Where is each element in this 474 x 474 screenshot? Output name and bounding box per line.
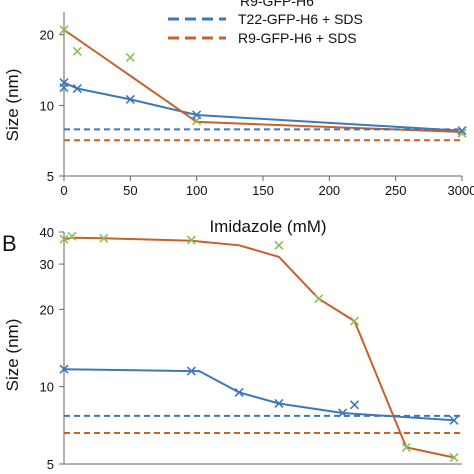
legend-label-t22-sds: T22-GFP-H6 + SDS <box>238 11 363 27</box>
panel-a-ylabel: Size (nm) <box>3 69 22 142</box>
marker-stroke <box>338 408 348 418</box>
marker-stroke <box>349 316 360 326</box>
data-point-marker <box>59 234 69 244</box>
marker-stroke <box>67 231 77 241</box>
data-point-marker <box>59 25 69 35</box>
x-tick-label: 50 <box>123 183 137 198</box>
series-line-t22-gfp-h6 <box>63 368 455 422</box>
x-tick-label: 3000 <box>448 183 474 198</box>
marker-stroke <box>125 94 135 104</box>
data-point-marker <box>72 83 82 94</box>
marker-stroke <box>234 387 244 397</box>
data-point-marker <box>186 366 196 376</box>
marker-stroke <box>59 83 69 93</box>
marker-stroke <box>274 240 284 250</box>
legend: R9-GFP-H6 T22-GFP-H6 + SDS R9-GFP-H6 + S… <box>168 0 363 46</box>
panel-b-ylabel: Size (nm) <box>3 319 22 392</box>
data-point-marker <box>449 452 459 463</box>
marker-stroke <box>72 83 82 94</box>
legend-top-partial: R9-GFP-H6 <box>240 0 314 9</box>
data-point-marker <box>59 364 69 374</box>
y-tick-label: 20 <box>40 302 54 317</box>
panel-b: B Size (nm) 5 10 20 30 40 <box>2 225 462 472</box>
marker-stroke <box>59 234 69 244</box>
marker-stroke <box>59 364 69 374</box>
marker-stroke <box>99 233 109 243</box>
data-point-marker <box>314 294 324 304</box>
legend-label-r9-sds: R9-GFP-H6 + SDS <box>238 30 357 46</box>
data-point-marker <box>234 387 244 397</box>
marker-stroke <box>449 415 459 425</box>
marker-stroke <box>59 25 69 35</box>
data-point-marker <box>125 94 135 104</box>
data-point-marker <box>59 83 69 93</box>
panel-b-letter: B <box>2 231 17 256</box>
data-point-marker <box>125 52 135 63</box>
data-point-marker <box>349 400 360 410</box>
panel-a-series <box>59 25 467 142</box>
marker-stroke <box>457 128 467 138</box>
y-tick-label: 10 <box>40 98 54 113</box>
marker-stroke <box>125 52 135 63</box>
x-tick-label: 100 <box>186 183 208 198</box>
marker-stroke <box>186 235 196 245</box>
marker-stroke <box>349 400 360 410</box>
data-point-marker <box>192 110 202 120</box>
data-point-marker <box>338 408 348 418</box>
data-point-marker <box>457 126 467 136</box>
marker-stroke <box>72 46 82 56</box>
panel-b-series <box>59 231 462 463</box>
y-tick-label: 20 <box>40 28 54 43</box>
y-tick-label: 30 <box>40 257 54 272</box>
panel-b-axes: 5 10 20 30 40 <box>40 225 462 472</box>
marker-stroke <box>457 126 467 136</box>
x-tick-label: 0 <box>60 183 67 198</box>
data-point-marker <box>349 316 360 326</box>
x-tick-label: 200 <box>318 183 340 198</box>
x-tick-label: 150 <box>252 183 274 198</box>
data-point-marker <box>72 46 82 56</box>
data-point-marker <box>449 415 459 425</box>
marker-stroke <box>401 442 411 453</box>
data-point-marker <box>274 240 284 250</box>
x-tick-label: 250 <box>385 183 407 198</box>
data-point-marker <box>401 442 411 453</box>
marker-stroke <box>274 398 284 409</box>
data-point-marker <box>457 128 467 138</box>
marker-stroke <box>449 452 459 463</box>
series-line-r9-gfp-h6 <box>63 236 455 459</box>
marker-stroke <box>314 294 324 304</box>
marker-stroke <box>186 366 196 376</box>
data-point-marker <box>99 233 109 243</box>
y-tick-label: 10 <box>40 380 54 395</box>
data-point-marker <box>67 231 77 241</box>
panel-a-xlabel: Imidazole (mM) <box>209 217 326 236</box>
y-tick-label: 5 <box>47 169 54 184</box>
y-tick-label: 40 <box>40 225 54 240</box>
y-tick-label: 5 <box>47 457 54 472</box>
data-point-marker <box>186 235 196 245</box>
data-point-marker <box>274 398 284 409</box>
marker-stroke <box>192 110 202 120</box>
